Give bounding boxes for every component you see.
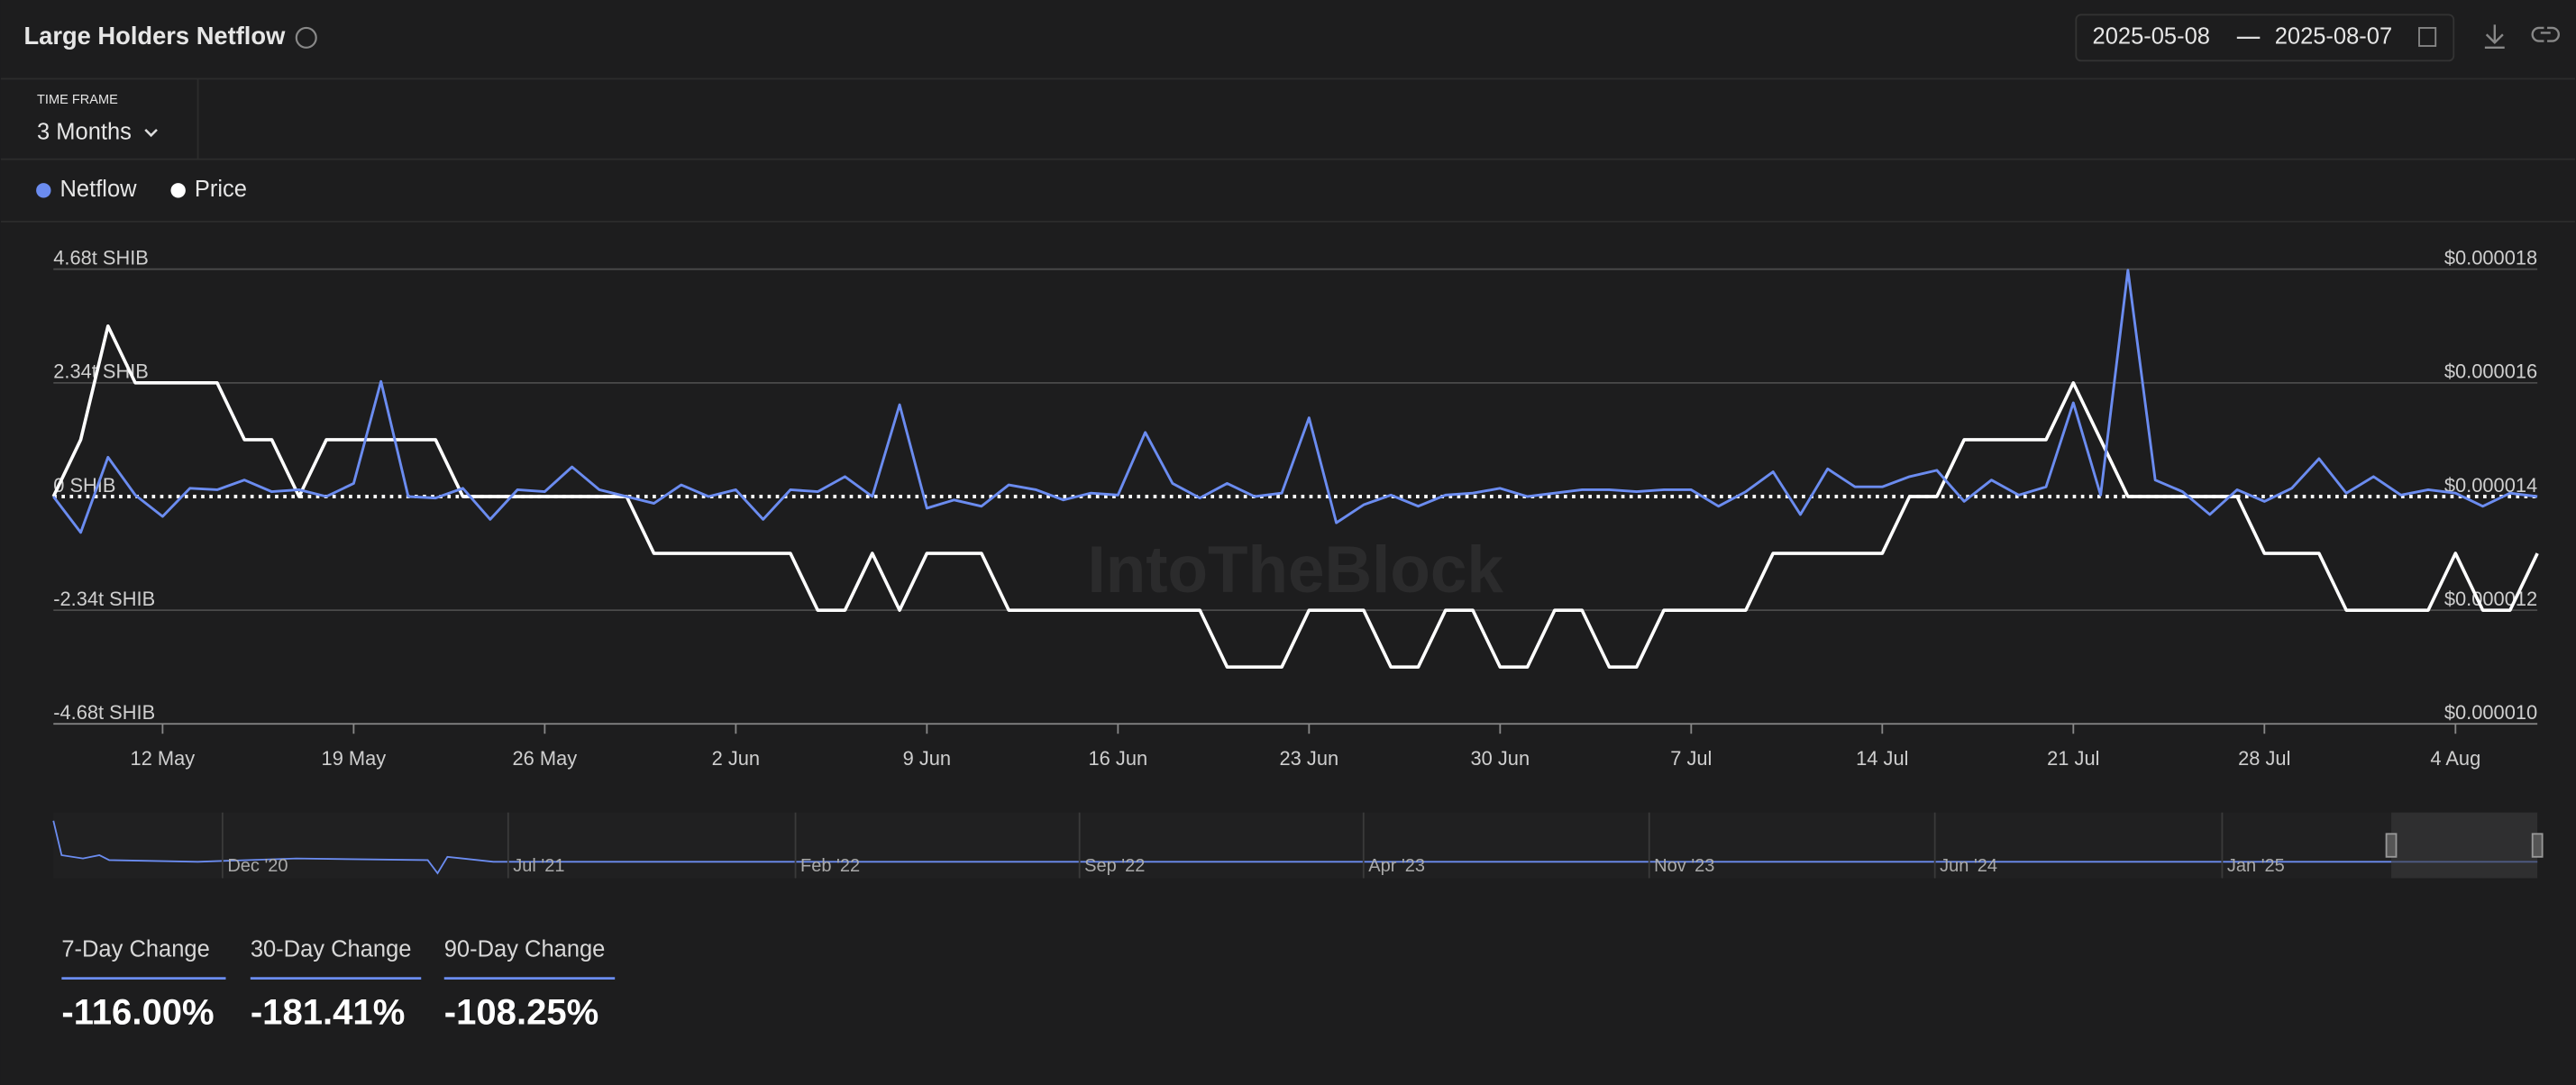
x-tick-label: 12 May <box>131 747 196 770</box>
navigator-label: Jul '21 <box>513 856 564 876</box>
date-range-box[interactable] <box>2075 14 2455 62</box>
x-tick-label: 28 Jul <box>2238 747 2290 770</box>
y2-tick-label: $0.000016 <box>2444 360 2537 383</box>
x-tick-label: 14 Jul <box>1856 747 1908 770</box>
x-tick-label: 4 Aug <box>2430 747 2480 770</box>
navigator-track <box>53 812 2538 879</box>
series-line <box>51 324 2539 670</box>
navigator-label: Nov '23 <box>1654 856 1714 876</box>
navigator[interactable]: Dec '20 Jul '21 Feb '22 Sep '22 Apr '23 Nov '… <box>52 812 2544 879</box>
navigator-label: Apr '23 <box>1368 856 1425 876</box>
legend-label: Price <box>195 177 247 202</box>
navigator-label: Jun '24 <box>1940 856 1997 876</box>
x-tick-label: 2 Jun <box>712 747 760 770</box>
y2-tick-label: $0.000012 <box>2444 588 2537 610</box>
navigator-label: Dec '20 <box>227 856 288 876</box>
x-tick-label: 7 Jul <box>1670 747 1712 770</box>
x-tick-label: 26 May <box>513 747 578 770</box>
time-frame-select[interactable]: 3 Months <box>37 119 132 144</box>
date-end[interactable]: 2025-08-07 <box>2275 24 2392 50</box>
change-label: 30-Day Change <box>251 936 412 962</box>
navigator-label: Sep '22 <box>1084 856 1145 876</box>
title: Large Holders Netflow <box>23 22 286 50</box>
x-tick-label: 30 Jun <box>1471 747 1530 770</box>
navigator-handle[interactable] <box>2531 833 2544 858</box>
navigator-window[interactable] <box>2391 812 2538 879</box>
navigator-label: Jan '25 <box>2227 856 2285 876</box>
navigator-line <box>52 820 2538 875</box>
watermark: IntoTheBlock <box>1088 533 1504 606</box>
change-label: 7-Day Change <box>61 936 209 962</box>
help-icon[interactable] <box>295 26 317 49</box>
y-tick-label: -2.34t SHIB <box>53 588 155 610</box>
series-line <box>52 269 2538 534</box>
date-start[interactable]: 2025-05-08 <box>2093 24 2210 50</box>
y-tick-label: -4.68t SHIB <box>53 701 155 724</box>
x-tick-label: 19 May <box>322 747 387 770</box>
calendar-icon[interactable] <box>2418 27 2437 47</box>
download-icon[interactable] <box>2484 24 2505 50</box>
y-tick-label: 4.68t SHIB <box>53 247 149 269</box>
navigator-handle[interactable] <box>2385 833 2398 858</box>
x-tick-label: 21 Jul <box>2047 747 2099 770</box>
change-value: -181.41% <box>251 992 406 1032</box>
navigator-label: Feb '22 <box>800 856 860 876</box>
y2-tick-label: $0.000010 <box>2444 701 2537 724</box>
dropdown-arrow[interactable] <box>144 128 158 138</box>
change-label: 90-Day Change <box>444 936 606 962</box>
x-tick-label: 23 Jun <box>1280 747 1339 770</box>
legend-label: Netflow <box>60 177 138 202</box>
change-value: -116.00% <box>61 992 214 1032</box>
x-tick-label: 9 Jun <box>903 747 951 770</box>
change-value: -108.25% <box>444 992 599 1032</box>
y2-tick-label: $0.000014 <box>2444 474 2537 497</box>
time-frame-label: TIME FRAME <box>37 93 118 107</box>
link-icon[interactable] <box>2531 26 2560 42</box>
y2-tick-label: $0.000018 <box>2444 247 2537 269</box>
x-tick-label: 16 Jun <box>1089 747 1148 770</box>
legend-swatch <box>170 183 186 198</box>
legend-swatch <box>36 183 51 198</box>
